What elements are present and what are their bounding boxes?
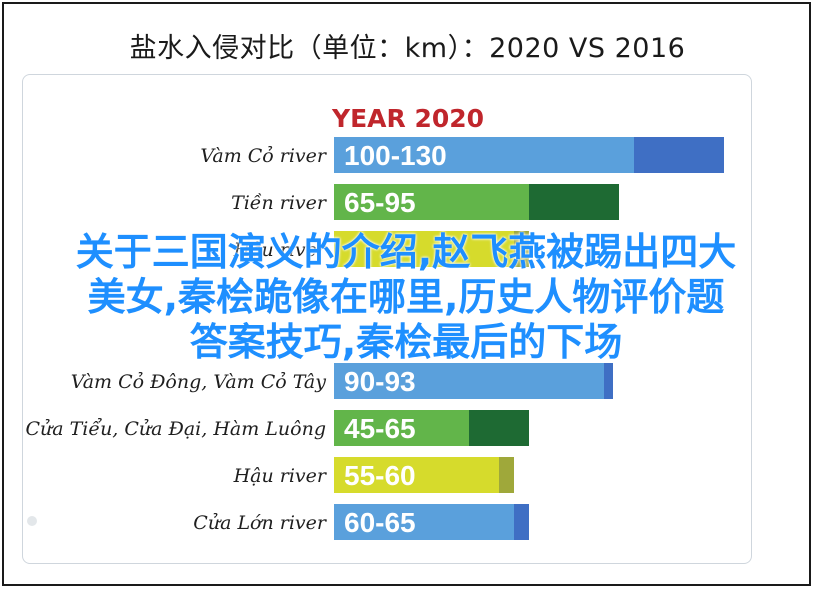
section-title-year-2020: YEAR 2020 — [331, 104, 484, 133]
bar-row: Vàm Cỏ river 100-130 — [200, 137, 724, 173]
category-label: Hậu river — [233, 465, 328, 487]
bar-low-segment — [334, 457, 499, 493]
bar-high-segment — [604, 363, 613, 399]
category-label: Cửa Tiểu, Cửa Đại, Hàm Luông — [25, 418, 326, 440]
bar-row: Cửa Tiểu, Cửa Đại, Hàm Luông 45-65 — [25, 410, 529, 446]
category-label: Tiền river — [231, 192, 328, 214]
bar-row: Hậu river 55-60 — [233, 457, 514, 493]
bar-row: Vàm Cỏ Đông, Vàm Cỏ Tây 90-93 — [71, 363, 613, 399]
bar-value-label: 45-65 — [344, 413, 416, 444]
chart-title: 盐水入侵对比（单位：km）：2020 VS 2016 — [129, 33, 686, 64]
bar-high-segment — [634, 137, 724, 173]
category-label: Vàm Cỏ Đông, Vàm Cỏ Tây — [71, 371, 327, 393]
bar-row: Tiền river 65-95 — [231, 184, 619, 220]
bar-low-segment — [334, 184, 529, 220]
bar-high-segment — [514, 231, 529, 267]
bar-low-segment — [334, 363, 604, 399]
logo-mark-icon — [27, 516, 37, 526]
bar-row: Cửa Lớn river 60-65 — [193, 504, 529, 540]
bar-low-segment — [334, 231, 514, 267]
category-label: Cửa Lớn river — [193, 512, 328, 534]
overlay-line-3: 答案技巧,秦桧最后的下场 — [189, 320, 623, 364]
bar-high-segment — [499, 457, 514, 493]
category-label: Vàm Cỏ river — [200, 145, 328, 167]
bar-high-segment — [514, 504, 529, 540]
bar-value-label: 60-65 — [344, 507, 416, 538]
bar-high-segment — [469, 410, 529, 446]
bar-value-label: 100-130 — [344, 140, 447, 171]
bar-low-segment — [334, 504, 514, 540]
bar-row: Hậu river — [233, 231, 529, 267]
bar-low-segment — [334, 410, 469, 446]
bar-high-segment — [529, 184, 619, 220]
bar-value-label: 90-93 — [344, 366, 416, 397]
overlay-watermark-text: 关于三国演义的介绍,赵飞燕被踢出四大 美女,秦桧跪像在哪里,历史人物评价题 答案… — [6, 230, 806, 365]
overlay-line-1: 关于三国演义的介绍,赵飞燕被踢出四大 — [75, 230, 737, 274]
category-label: Hậu river — [233, 239, 328, 261]
overlay-line-2: 美女,秦桧跪像在哪里,历史人物评价题 — [87, 275, 725, 319]
bar-value-label: 65-95 — [344, 187, 416, 218]
bar-value-label: 55-60 — [344, 460, 416, 491]
bar-low-segment — [334, 137, 634, 173]
